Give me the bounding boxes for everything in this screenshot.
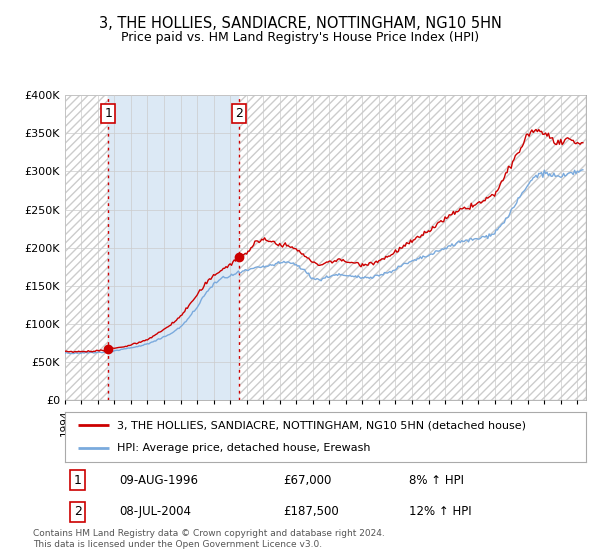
Text: 1: 1 [74, 474, 82, 487]
Bar [108, 95, 239, 400]
Text: 3, THE HOLLIES, SANDIACRE, NOTTINGHAM, NG10 5HN: 3, THE HOLLIES, SANDIACRE, NOTTINGHAM, N… [98, 16, 502, 31]
Text: 2: 2 [235, 107, 242, 120]
Text: 3, THE HOLLIES, SANDIACRE, NOTTINGHAM, NG10 5HN (detached house): 3, THE HOLLIES, SANDIACRE, NOTTINGHAM, N… [117, 420, 526, 430]
Text: 08-JUL-2004: 08-JUL-2004 [119, 505, 191, 519]
Text: 2: 2 [74, 505, 82, 519]
Bar [239, 95, 586, 400]
Text: 1: 1 [104, 107, 112, 120]
Text: Price paid vs. HM Land Registry's House Price Index (HPI): Price paid vs. HM Land Registry's House … [121, 31, 479, 44]
Text: HPI: Average price, detached house, Erewash: HPI: Average price, detached house, Erew… [117, 444, 370, 454]
Text: 12% ↑ HPI: 12% ↑ HPI [409, 505, 471, 519]
Text: £67,000: £67,000 [284, 474, 332, 487]
Text: £187,500: £187,500 [284, 505, 339, 519]
Text: 09-AUG-1996: 09-AUG-1996 [119, 474, 199, 487]
Bar [65, 95, 108, 400]
Text: 8% ↑ HPI: 8% ↑ HPI [409, 474, 464, 487]
Text: Contains HM Land Registry data © Crown copyright and database right 2024.
This d: Contains HM Land Registry data © Crown c… [33, 529, 385, 549]
